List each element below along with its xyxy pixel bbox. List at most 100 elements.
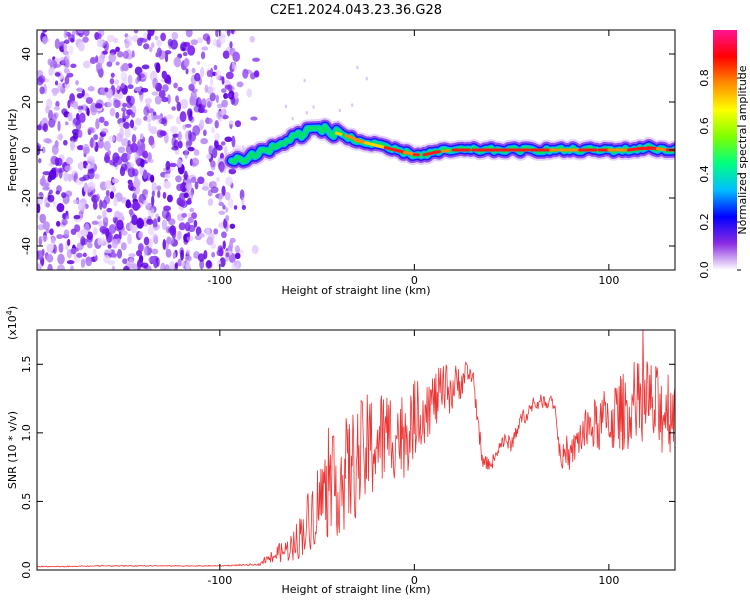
- noise-blob: [121, 230, 128, 236]
- noise-blob: [234, 245, 240, 254]
- snr-series-line: [37, 330, 675, 568]
- noise-blob: [194, 181, 199, 190]
- noise-blob: [63, 229, 70, 238]
- noise-blob: [228, 93, 232, 98]
- noise-blob: [151, 182, 158, 193]
- noise-blob: [200, 104, 205, 111]
- noise-blob: [107, 149, 111, 157]
- noise-blob: [64, 165, 72, 172]
- noise-blob: [234, 91, 239, 100]
- noise-blob: [338, 108, 342, 113]
- noise-blob: [86, 155, 95, 162]
- noise-blob: [234, 120, 242, 128]
- noise-blob: [187, 216, 194, 224]
- noise-blob: [153, 114, 161, 120]
- noise-blob: [63, 171, 69, 182]
- noise-blob: [231, 136, 236, 148]
- noise-blob: [42, 122, 49, 133]
- noise-blob: [85, 164, 93, 170]
- noise-blob: [234, 252, 241, 260]
- noise-blob: [200, 138, 209, 145]
- y-tick-label: -40: [20, 237, 33, 255]
- noise-blob: [46, 243, 54, 253]
- noise-blob: [236, 81, 244, 88]
- noise-blob: [123, 265, 130, 270]
- noise-blob: [171, 136, 177, 148]
- noise-blob: [111, 265, 116, 270]
- ridge-core: [442, 149, 450, 153]
- noise-blob: [103, 154, 111, 164]
- noise-blob: [303, 78, 306, 83]
- noise-blob: [57, 120, 61, 132]
- noise-blob: [103, 254, 111, 264]
- noise-blob: [42, 171, 51, 176]
- noise-blob: [156, 185, 162, 191]
- noise-blob: [177, 230, 182, 240]
- noise-blob: [140, 158, 145, 168]
- noise-blob: [205, 117, 213, 125]
- noise-blob: [136, 218, 145, 229]
- noise-blob: [114, 216, 119, 226]
- noise-blob: [47, 194, 55, 203]
- noise-blob: [57, 82, 63, 91]
- noise-blob: [133, 189, 138, 195]
- noise-blob: [52, 91, 58, 97]
- noise-blob: [45, 202, 51, 208]
- noise-blob: [224, 136, 233, 143]
- ridge-core: [335, 131, 343, 136]
- noise-blob: [171, 32, 179, 40]
- noise-blob: [38, 75, 46, 84]
- noise-blob: [162, 238, 166, 250]
- noise-blob: [55, 100, 60, 108]
- noise-blob: [122, 258, 128, 265]
- noise-blob: [129, 186, 137, 192]
- noise-blob: [38, 158, 42, 164]
- noise-blob: [121, 62, 129, 72]
- noise-blob: [167, 78, 172, 85]
- noise-blob: [189, 207, 195, 213]
- noise-blob: [148, 256, 157, 264]
- noise-blob: [241, 204, 246, 211]
- noise-blob: [233, 144, 242, 152]
- noise-blob: [160, 262, 166, 270]
- noise-blob: [201, 98, 207, 106]
- noise-blob: [165, 114, 174, 120]
- noise-blob: [246, 88, 253, 98]
- noise-blob: [216, 192, 224, 200]
- noise-blob: [116, 84, 120, 91]
- noise-blob: [103, 195, 111, 205]
- noise-blob: [224, 146, 228, 156]
- noise-blob: [85, 256, 93, 267]
- noise-blob: [127, 74, 133, 85]
- noise-blob: [145, 114, 152, 123]
- noise-blob: [174, 56, 182, 68]
- noise-blob: [223, 218, 228, 229]
- noise-blob: [129, 223, 135, 230]
- noise-blob: [185, 260, 191, 270]
- noise-blob: [41, 36, 47, 45]
- noise-blob: [222, 50, 230, 59]
- noise-blob: [147, 265, 152, 270]
- noise-blob: [291, 116, 294, 121]
- noise-blob: [190, 39, 198, 46]
- noise-blob: [157, 190, 161, 199]
- noise-blob: [76, 252, 83, 258]
- noise-blob: [143, 236, 150, 246]
- noise-blob: [116, 133, 123, 142]
- noise-blob: [221, 88, 227, 94]
- noise-blob: [56, 134, 64, 141]
- colorbar-tick-label: 0.4: [698, 165, 711, 183]
- x-tick-label: -100: [207, 574, 232, 587]
- noise-blob: [111, 178, 119, 184]
- noise-blob: [151, 248, 159, 255]
- snr-y-multiplier: (x104): [5, 306, 20, 340]
- noise-blob: [82, 60, 91, 69]
- snr-x-ticks: -100 0 100: [207, 330, 619, 587]
- ridge-core: [373, 143, 386, 149]
- noise-blob: [213, 64, 218, 71]
- noise-blob: [148, 135, 155, 146]
- colorbar-label: Normalized spectral amplitude: [736, 65, 749, 234]
- noise-blob: [127, 151, 131, 161]
- noise-blob: [137, 243, 144, 253]
- noise-blob: [183, 58, 190, 67]
